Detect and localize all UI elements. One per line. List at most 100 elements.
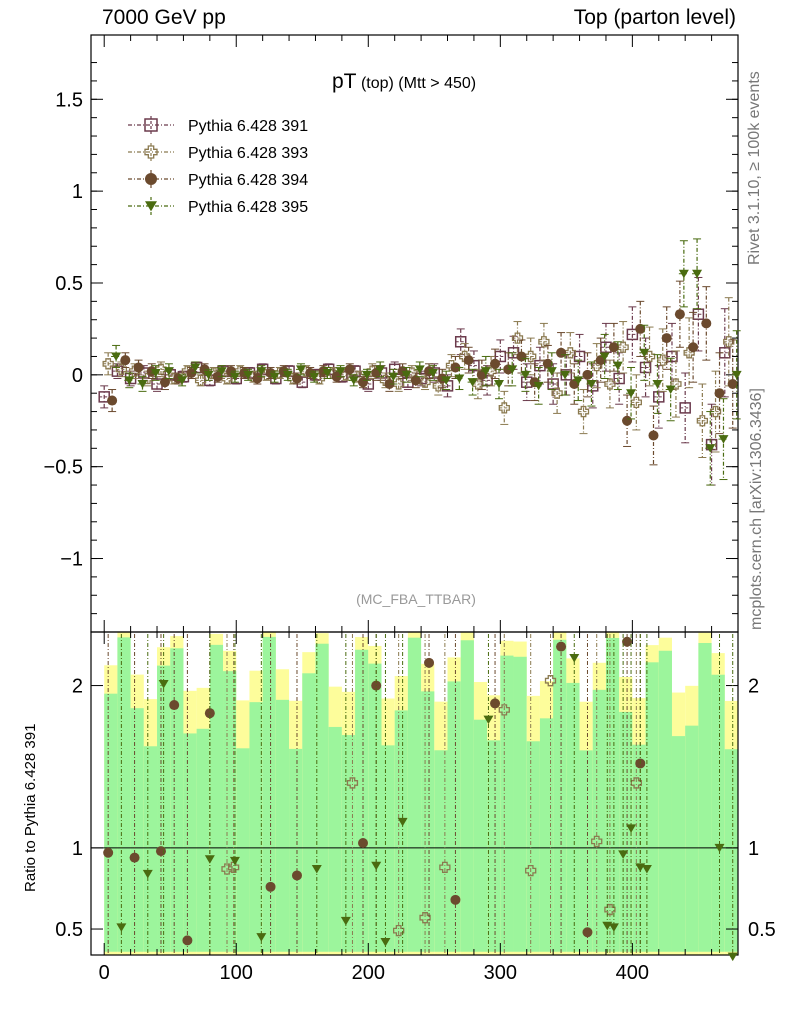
ratio-point bbox=[311, 864, 322, 874]
ratio-band-inner bbox=[460, 640, 474, 952]
data-point bbox=[582, 369, 593, 380]
data-point bbox=[133, 362, 144, 373]
ratio-band-inner bbox=[249, 702, 263, 952]
ratio-point bbox=[618, 850, 629, 859]
ratio-band-inner bbox=[671, 736, 686, 952]
data-point bbox=[678, 269, 689, 279]
ratio-band-inner bbox=[209, 644, 224, 952]
data-point bbox=[111, 365, 124, 377]
ratio-point bbox=[544, 675, 557, 687]
legend-marker bbox=[144, 145, 158, 159]
data-point bbox=[626, 389, 637, 398]
plot-title: pT (top) (Mtt > 450) bbox=[332, 70, 476, 93]
ratio-point bbox=[227, 861, 240, 874]
data-point bbox=[542, 358, 553, 369]
ratio-band-inner bbox=[275, 699, 290, 952]
data-point bbox=[388, 372, 399, 382]
data-point bbox=[674, 309, 685, 320]
main-ytick-label: 0.5 bbox=[55, 273, 83, 295]
ratio-band-inner bbox=[381, 745, 395, 952]
data-point bbox=[414, 365, 425, 374]
data-point bbox=[573, 350, 586, 363]
ratio-band-inner bbox=[407, 637, 422, 952]
legend-marker bbox=[145, 173, 157, 185]
ratio-band-inner bbox=[394, 710, 408, 952]
data-point bbox=[577, 405, 590, 418]
ratio-band-inner bbox=[434, 750, 448, 952]
ratio-frame bbox=[90, 631, 739, 956]
ratio-band-inner bbox=[711, 674, 725, 952]
data-point bbox=[494, 380, 505, 389]
ratio-ytick-label: 1 bbox=[72, 838, 83, 860]
data-point bbox=[427, 368, 438, 378]
ratio-point bbox=[397, 817, 408, 827]
header-right: Top (parton level) bbox=[573, 6, 736, 29]
legend-label: Pythia 6.428 395 bbox=[188, 199, 308, 216]
data-point bbox=[622, 415, 633, 426]
data-point bbox=[194, 374, 207, 386]
ratio-point bbox=[626, 824, 637, 833]
ratio-point bbox=[229, 856, 240, 866]
ratio-point bbox=[714, 843, 725, 853]
data-point bbox=[361, 370, 372, 380]
data-point bbox=[111, 352, 122, 361]
ratio-band-inner bbox=[117, 637, 131, 952]
data-point bbox=[551, 387, 563, 399]
ratio-point bbox=[556, 641, 567, 652]
data-point bbox=[727, 379, 738, 390]
data-point bbox=[309, 372, 320, 382]
main-ytick-label: 1 bbox=[72, 181, 83, 203]
main-ytick-label: −0.5 bbox=[44, 457, 83, 479]
data-point bbox=[159, 377, 170, 388]
data-point bbox=[714, 388, 725, 399]
data-point bbox=[335, 367, 346, 376]
ratio-band-inner bbox=[130, 708, 144, 952]
data-point bbox=[348, 376, 359, 385]
ratio-ytick-label-right: 0.5 bbox=[748, 919, 776, 941]
ratio-band-inner bbox=[473, 719, 488, 952]
ratio-xtick-label: 100 bbox=[220, 962, 253, 984]
data-point bbox=[599, 352, 610, 361]
ratio-band-inner bbox=[539, 718, 554, 952]
ratio-point bbox=[204, 708, 215, 719]
ratio-point bbox=[439, 861, 451, 874]
ratio-point bbox=[116, 923, 127, 932]
ratio-point bbox=[358, 838, 369, 849]
ratio-band-inner bbox=[592, 689, 606, 952]
ratio-point bbox=[424, 657, 435, 668]
data-point bbox=[626, 328, 639, 341]
data-point bbox=[252, 373, 263, 384]
data-point bbox=[701, 318, 712, 329]
ratio-point bbox=[182, 935, 193, 946]
main-ytick-label: 1.5 bbox=[55, 89, 83, 111]
data-point bbox=[630, 396, 642, 409]
data-point bbox=[432, 380, 444, 392]
data-point bbox=[635, 323, 646, 334]
ratio-band-inner bbox=[619, 711, 633, 952]
data-point bbox=[705, 444, 716, 453]
ratio-point bbox=[380, 938, 391, 947]
ratio-band-inner bbox=[724, 749, 738, 952]
ratio-ytick-label-right: 1 bbox=[748, 838, 759, 860]
ratio-point bbox=[608, 923, 619, 932]
data-point bbox=[467, 378, 478, 387]
data-point bbox=[560, 370, 571, 380]
ratio-point bbox=[340, 916, 351, 926]
ratio-band-inner bbox=[368, 663, 382, 952]
ratio-point bbox=[604, 903, 616, 916]
ratio-band-inner bbox=[645, 662, 659, 952]
ratio-band-inner bbox=[236, 748, 250, 952]
legend-label: Pythia 6.428 393 bbox=[188, 145, 308, 162]
ratio-band-inner bbox=[487, 740, 501, 952]
data-point bbox=[639, 348, 650, 358]
data-point bbox=[547, 378, 559, 390]
ratio-band-inner bbox=[104, 693, 118, 952]
data-point bbox=[653, 391, 665, 403]
ratio-xtick-label: 300 bbox=[484, 962, 517, 984]
data-point bbox=[137, 380, 148, 389]
data-point bbox=[670, 378, 682, 390]
data-point bbox=[688, 342, 699, 353]
ratio-point bbox=[346, 777, 359, 789]
ratio-point bbox=[169, 700, 180, 711]
ratio-band-inner bbox=[315, 643, 329, 952]
